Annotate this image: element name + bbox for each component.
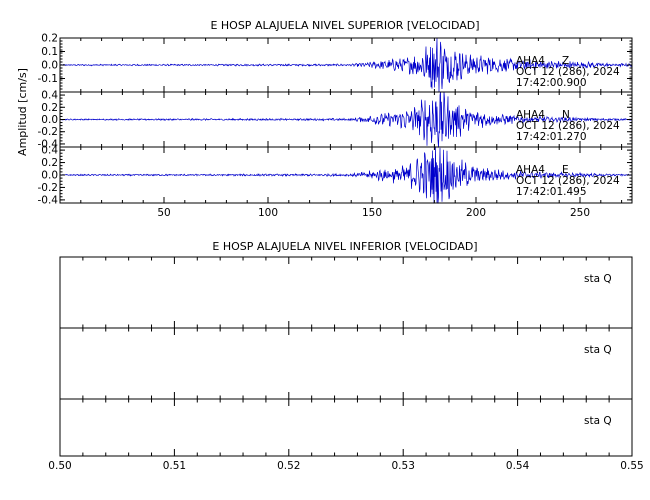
trace-station-label: AHA4: [516, 55, 545, 67]
lower-panel-2: sta Q: [59, 327, 633, 400]
y-tick-label: 0.2: [41, 102, 58, 114]
x-tick-label: 0.51: [163, 460, 186, 472]
upper-chart-y-axis-label: Amplitud [cm/s]: [16, 68, 29, 156]
x-tick-label: 250: [570, 207, 590, 219]
waveform-trace-e: [59, 146, 632, 204]
trace-station-label: AHA4: [516, 164, 545, 176]
station-placeholder-label: sta Q: [584, 415, 612, 427]
lower-chart: E HOSP ALAJUELA NIVEL INFERIOR [VELOCIDA…: [48, 240, 643, 472]
x-tick-label: 150: [362, 207, 382, 219]
x-tick-label: 50: [157, 207, 170, 219]
y-tick-label: -0.4: [38, 138, 59, 150]
y-tick-label: 0.1: [41, 46, 58, 58]
y-tick-label: -0.4: [38, 194, 59, 206]
upper-chart: E HOSP ALAJUELA NIVEL SUPERIOR [VELOCIDA…: [16, 19, 633, 219]
trace-channel-label: Z: [562, 55, 569, 67]
waveform-trace-n: [59, 91, 633, 148]
trace-time-label: 17:42:01.270: [516, 131, 587, 143]
trace-date-label: OCT 12 (286), 2024: [516, 120, 620, 132]
y-tick-label: 0.2: [41, 157, 58, 169]
x-tick-label: 0.55: [620, 460, 643, 472]
y-tick-label: 0.4: [41, 90, 58, 102]
y-tick-label: -0.1: [38, 73, 59, 85]
x-tick-label: 0.53: [392, 460, 415, 472]
lower-panel-3: sta Q: [59, 398, 633, 457]
x-tick-label: 0.54: [506, 460, 530, 472]
y-tick-label: 0.0: [41, 170, 58, 182]
y-tick-label: 0.0: [41, 60, 58, 72]
y-tick-label: -0.2: [38, 182, 59, 194]
trace-time-label: 17:42:01.495: [516, 186, 587, 198]
trace-station-label: AHA4: [516, 109, 545, 121]
y-tick-label: 0.0: [41, 114, 58, 126]
trace-date-label: OCT 12 (286), 2024: [516, 175, 620, 187]
trace-date-label: OCT 12 (286), 2024: [516, 66, 620, 78]
trace-channel-label: N: [562, 109, 570, 121]
trace-time-label: 17:42:00.900: [516, 77, 587, 89]
trace-channel-label: E: [562, 164, 569, 176]
panel-frame: [59, 327, 633, 400]
panel-frame: [59, 398, 633, 457]
waveform-trace-z: [59, 38, 633, 93]
station-placeholder-label: sta Q: [584, 273, 612, 285]
y-tick-label: 0.2: [41, 33, 58, 45]
x-tick-label: 200: [466, 207, 486, 219]
panel-frame: [59, 256, 633, 329]
lower-panel-1: sta Q: [59, 256, 633, 329]
station-placeholder-label: sta Q: [584, 344, 612, 356]
lower-chart-title: E HOSP ALAJUELA NIVEL INFERIOR [VELOCIDA…: [212, 240, 477, 253]
y-tick-label: 0.4: [41, 145, 58, 157]
y-tick-label: -0.2: [38, 126, 59, 138]
upper-chart-title: E HOSP ALAJUELA NIVEL SUPERIOR [VELOCIDA…: [210, 19, 479, 32]
x-tick-label: 0.52: [277, 460, 300, 472]
x-tick-label: 100: [258, 207, 278, 219]
x-tick-label: 0.50: [48, 460, 71, 472]
